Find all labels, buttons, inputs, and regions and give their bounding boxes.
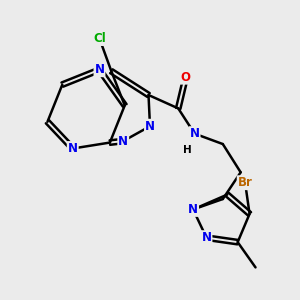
Text: H: H — [183, 145, 191, 155]
Text: O: O — [181, 71, 191, 84]
Text: N: N — [118, 135, 128, 148]
Text: N: N — [202, 231, 212, 244]
Text: N: N — [68, 142, 78, 155]
Text: N: N — [188, 203, 198, 216]
Text: N: N — [145, 120, 155, 133]
Text: Br: Br — [238, 176, 253, 189]
Text: N: N — [190, 127, 200, 140]
Text: Cl: Cl — [93, 32, 106, 45]
Text: N: N — [94, 63, 104, 76]
